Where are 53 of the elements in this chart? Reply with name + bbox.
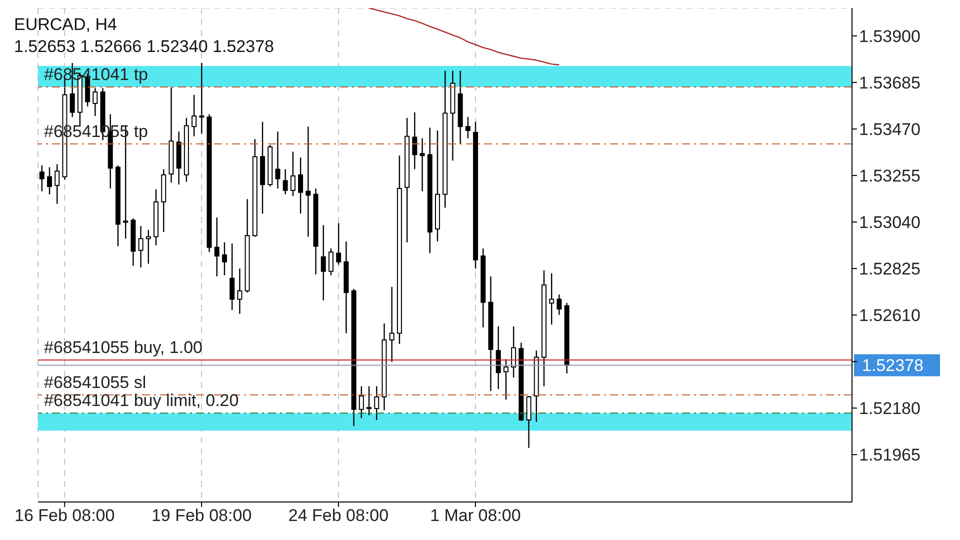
x-tick-label: 16 Feb 08:00 <box>14 506 115 526</box>
x-tick-label: 24 Feb 08:00 <box>288 506 389 526</box>
candlestick <box>556 294 562 316</box>
y-tick-label: 1.52825 <box>859 260 920 279</box>
text: 1.52653 1.52666 1.52340 1.52378 <box>14 36 274 58</box>
candlestick <box>199 62 204 134</box>
y-tick-label: 1.53470 <box>859 120 920 139</box>
candlestick <box>526 395 532 449</box>
candlestick <box>138 226 144 268</box>
y-tick-label: 1.53900 <box>859 26 920 46</box>
text: 1.52378 <box>862 356 924 376</box>
candlestick <box>511 326 516 378</box>
line-series <box>368 8 560 66</box>
candlestick <box>230 242 235 311</box>
candlestick <box>146 229 151 264</box>
candlestick <box>336 222 342 266</box>
x-tick-label: 1 Mar 08:00 <box>430 506 521 526</box>
candlestick <box>282 168 288 195</box>
candlestick <box>465 116 470 139</box>
candlestick <box>192 94 197 137</box>
candlestick <box>298 156 304 214</box>
candlestick <box>306 126 311 238</box>
candlestick <box>275 130 280 190</box>
y-tick-label: 1.52180 <box>859 399 920 418</box>
candlestick <box>39 164 44 192</box>
candlestick <box>549 272 554 326</box>
candlestick <box>92 87 98 117</box>
candlestick <box>366 386 372 416</box>
candlestick <box>54 164 60 204</box>
candlestick <box>374 386 380 421</box>
candlestick <box>420 138 425 192</box>
y-tick-label: 1.51965 <box>859 446 920 465</box>
y-tick-label: 1.53040 <box>859 213 920 232</box>
y-tick-label: 1.53255 <box>859 166 920 186</box>
ref-line-label: #68541041 buy limit, 0.20 <box>44 391 239 410</box>
y-tick-label: 1.53685 <box>859 73 920 92</box>
candlestick <box>214 216 220 277</box>
candlestick <box>389 286 394 363</box>
candlestick <box>503 358 508 400</box>
y-tick-label: 1.52610 <box>859 306 920 326</box>
candlestick <box>496 326 501 390</box>
ref-line-label: #68541055 sl <box>44 372 146 392</box>
candlestick <box>237 268 242 314</box>
ref-line-label: #68541055 buy, 1.00 <box>44 338 202 358</box>
candlestick <box>412 112 418 170</box>
candlestick <box>47 166 52 195</box>
candlestick <box>328 248 334 276</box>
candlestick <box>222 242 227 276</box>
candlestick <box>320 224 326 301</box>
candlestick <box>290 151 296 197</box>
x-tick-label: 19 Feb 08:00 <box>151 506 252 526</box>
chart-title: EURCAD, H4 <box>14 14 118 36</box>
candlestick <box>358 386 364 419</box>
